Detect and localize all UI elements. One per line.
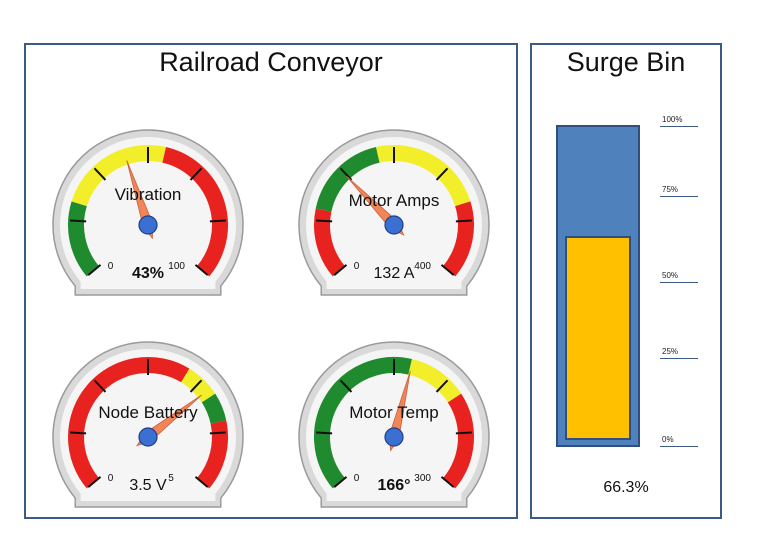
scale-mark-50: 50% [660, 267, 698, 283]
gauge-tick [87, 264, 102, 276]
gauge-tick [333, 476, 348, 488]
gauge-tick [440, 476, 455, 488]
gauge-zone-red [196, 420, 228, 489]
gauge-zone-green [315, 147, 380, 212]
gauge-zone-green [68, 201, 100, 277]
gauge-tick [70, 431, 87, 435]
surge-bin-percent: 66.3% [603, 479, 649, 496]
gauge-hub [138, 427, 158, 447]
gauge-zone-green [314, 357, 412, 489]
node-battery-gauge: Node Battery 0 5 3.5 V [48, 337, 248, 508]
gauge-dial [52, 341, 244, 508]
gauge-value-readout: 132 A [373, 265, 415, 282]
gauge-min-label: 0 [107, 261, 114, 273]
gauge-name: Vibration [114, 185, 182, 204]
gauge-tick [316, 431, 333, 435]
surge-bin-panel: Surge Bin 100% 75% 50% 25% 0% 66.3% [530, 43, 722, 519]
gauge-tick [194, 264, 209, 276]
gauge-min-label: 0 [353, 261, 360, 273]
surge-bin-title: Surge Bin [566, 47, 686, 77]
scale-label: 50% [662, 271, 679, 280]
gauge-dial [52, 129, 244, 296]
gauge-name: Node Battery [98, 403, 198, 422]
gauge-tick [194, 476, 209, 488]
gauge-zone-yellow [180, 368, 216, 403]
gauge-hub [138, 215, 158, 235]
gauge-max-label: 100 [168, 261, 185, 273]
gauge-tick [440, 264, 455, 276]
gauge-dial [298, 129, 490, 296]
motor-amps-gauge: Motor Amps 0 400 132 A [294, 125, 494, 296]
gauge-max-label: 400 [414, 261, 431, 273]
scale-label: 100% [662, 115, 683, 124]
gauge-tick [93, 379, 107, 393]
gauge-max-label: 300 [414, 473, 431, 485]
gauge-tick [339, 167, 353, 181]
gauge-tick [87, 476, 102, 488]
gauge-tick [209, 219, 226, 223]
gauge-tick [455, 219, 472, 223]
scale-label: 0% [662, 435, 674, 444]
gauge-tick [70, 219, 87, 223]
gauge-tick [333, 264, 348, 276]
gauge-max-label: 5 [168, 473, 174, 485]
scale-mark-25: 25% [660, 343, 698, 359]
gauge-zone-yellow [408, 359, 462, 403]
gauge-zone-yellow [71, 145, 166, 207]
gauge-name: Motor Amps [348, 191, 440, 210]
vibration-gauge: Vibration 0 100 43% [48, 125, 248, 296]
scale-mark-0: 0% [660, 431, 698, 447]
gauge-zone-red [442, 201, 474, 277]
gauge-min-label: 0 [107, 473, 114, 485]
scale-label: 25% [662, 347, 679, 356]
gauge-tick [209, 431, 226, 435]
gauge-zone-red [314, 208, 346, 277]
gauge-dial [298, 341, 490, 508]
gauge-zone-green [201, 393, 227, 425]
surge-bin-level-fill [565, 235, 631, 440]
gauge-zone-red [68, 357, 190, 489]
surge-bin-tank [556, 125, 640, 447]
scale-label: 75% [662, 185, 679, 194]
gauge-zone-red [162, 147, 228, 277]
gauge-tick [189, 167, 203, 181]
scale-mark-100: 100% [660, 111, 698, 127]
gauge-tick [435, 167, 449, 181]
gauge-name: Motor Temp [349, 403, 439, 422]
gauge-tick [316, 219, 333, 223]
railroad-conveyor-panel: Railroad Conveyor Vibration 0 100 43% Motor… [24, 43, 518, 519]
gauge-hub [384, 427, 404, 447]
gauge-tick [189, 379, 203, 393]
gauge-tick [435, 379, 449, 393]
gauge-zone-yellow [376, 145, 471, 207]
gauge-hub [384, 215, 404, 235]
gauge-value-readout: 3.5 V [129, 477, 167, 494]
motor-temp-gauge: Motor Temp 0 300 166° [294, 337, 494, 508]
gauge-value-readout: 43% [131, 265, 165, 282]
gauge-tick [93, 167, 107, 181]
gauge-zone-red [442, 393, 474, 489]
gauge-tick [339, 379, 353, 393]
conveyor-title: Railroad Conveyor [159, 47, 383, 77]
gauge-tick [455, 431, 472, 435]
scale-mark-75: 75% [660, 181, 698, 197]
gauge-min-label: 0 [353, 473, 360, 485]
gauge-value-readout: 166° [377, 477, 411, 494]
